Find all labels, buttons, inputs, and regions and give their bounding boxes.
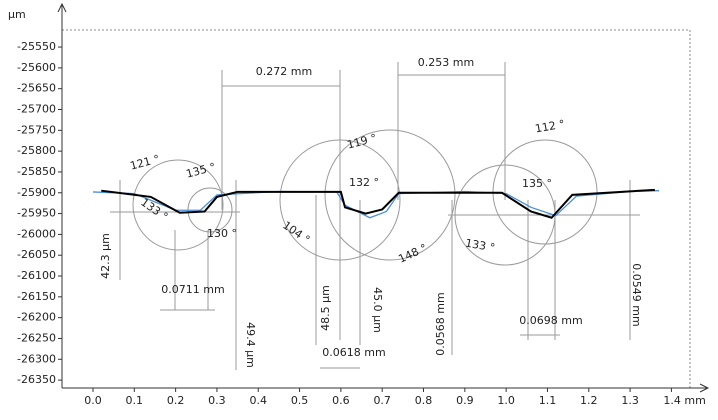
dimension-label: 0.0711 mm (161, 283, 224, 296)
x-tick-label: 0.2 (167, 394, 185, 407)
y-axis-label: μm (8, 8, 26, 21)
y-tick-label: -26100 (17, 269, 56, 282)
y-tick-label: -25950 (17, 207, 56, 220)
profile-line (101, 188, 655, 219)
profile-line (92, 190, 660, 219)
dimension-label: 0.272 mm (256, 65, 312, 78)
x-tick-label: 0.1 (126, 394, 144, 407)
x-tick-label: 0.6 (332, 394, 350, 407)
x-tick-label: 0.7 (373, 394, 391, 407)
y-tick-label: -26050 (17, 248, 56, 261)
y-tick-label: -25900 (17, 186, 56, 199)
x-tick-label: 0.9 (456, 394, 474, 407)
x-tick-label: 0.8 (415, 394, 433, 407)
dimension-label: 112 ° (534, 118, 566, 136)
dimension-label: 133 ° (464, 237, 496, 255)
y-tick-label: -25850 (17, 165, 56, 178)
dimension-label: 135 ° (522, 177, 552, 190)
y-tick-label: -26250 (17, 331, 56, 344)
y-tick-label: -26150 (17, 290, 56, 303)
dimension-label: 130 ° (207, 227, 237, 240)
dimension-label: 119 ° (346, 131, 378, 151)
dimension-label: 0.0549 mm (630, 263, 643, 326)
y-arrow (57, 2, 67, 13)
x-tick-label: 0.3 (208, 394, 226, 407)
x-tick-label: 1.3 (621, 394, 639, 407)
dimension-label: 104 ° (280, 219, 312, 247)
dimension-label: 132 ° (349, 176, 379, 189)
dimension-label: 121 ° (129, 152, 161, 172)
dimension-label: 49.4 μm (244, 322, 257, 368)
dimension-label: 0.0568 mm (434, 292, 447, 355)
x-tick-label: 0.4 (250, 394, 268, 407)
y-tick-label: -26350 (17, 373, 56, 386)
dimension-label: 0.253 mm (418, 56, 474, 69)
dimension-label: 135 ° (185, 160, 217, 180)
dimension-label: 42.3 μm (99, 233, 112, 279)
dimension-label: 45.0 μm (371, 287, 384, 333)
dimension-label: 48.5 μm (319, 285, 332, 331)
x-tick-label: 0.5 (291, 394, 309, 407)
dimension-label: 0.0618 mm (322, 346, 385, 359)
x-tick-label: 1.0 (497, 394, 515, 407)
y-tick-label: -26000 (17, 227, 56, 240)
y-tick-label: -25750 (17, 123, 56, 136)
x-arrow (699, 383, 710, 393)
y-tick-label: -26200 (17, 311, 56, 324)
x-tick-label: 1.1 (539, 394, 557, 407)
x-tick-label: 1.2 (580, 394, 598, 407)
x-tick-label: 1.4 mm (663, 394, 705, 407)
y-tick-label: -25550 (17, 40, 56, 53)
y-tick-label: -25700 (17, 103, 56, 116)
y-tick-label: -25600 (17, 61, 56, 74)
y-tick-label: -26300 (17, 352, 56, 365)
dimension-label: 0.0698 mm (519, 314, 582, 327)
y-tick-label: -25650 (17, 82, 56, 95)
x-tick-label: 0.0 (84, 394, 102, 407)
dimension-label: 148 ° (396, 241, 429, 265)
y-tick-label: -25800 (17, 144, 56, 157)
